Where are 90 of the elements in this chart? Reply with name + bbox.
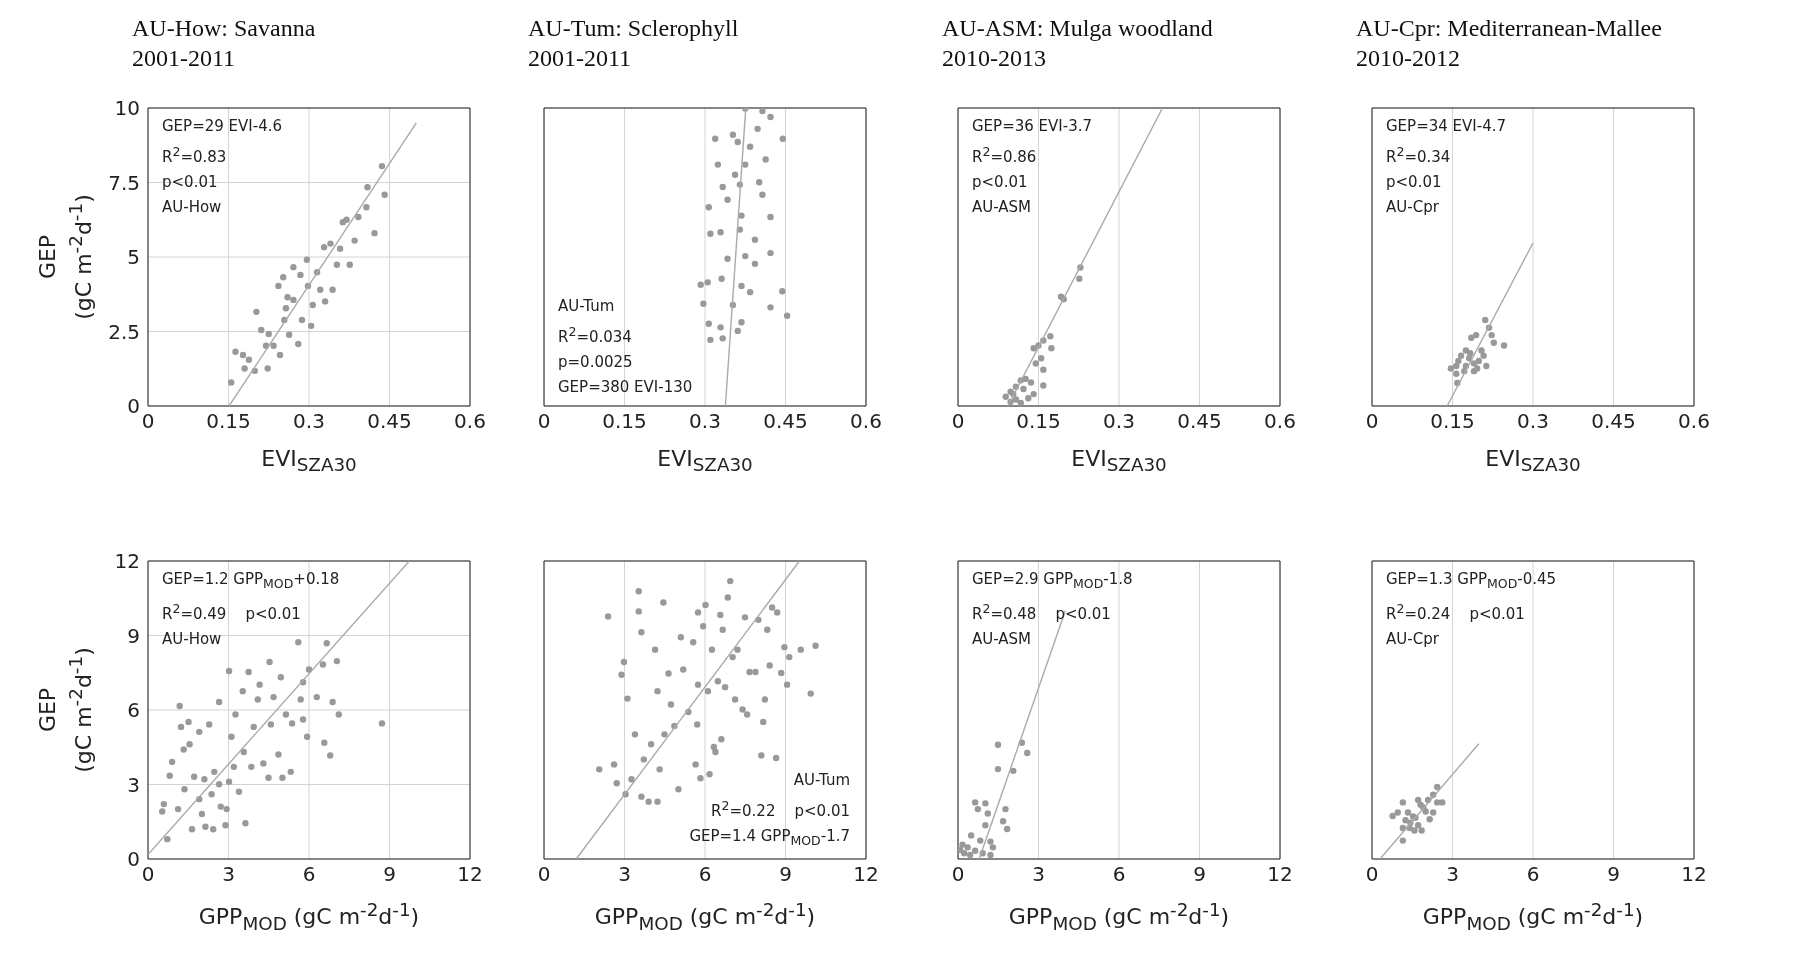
x-tick-label: 0.15 bbox=[1430, 409, 1475, 434]
annotation: p<0.01 bbox=[162, 172, 219, 193]
y-tick-label: 12 bbox=[114, 549, 140, 574]
y-tick-label: 9 bbox=[127, 623, 140, 648]
x-tick-label: 3 bbox=[1032, 862, 1045, 887]
chart-title: AU-Tum: Sclerophyll bbox=[528, 15, 739, 42]
annotation: R$^{2}$=0.22 p<0.01 bbox=[710, 797, 850, 822]
annotation: R$^{2}$=0.24 p<0.01 bbox=[1386, 600, 1526, 625]
annotation: R$^{2}$=0.034 bbox=[558, 323, 633, 348]
y-tick-label: 3 bbox=[127, 772, 140, 797]
annotation: GEP=1.4 GPP$_{MOD}$-1.7 bbox=[689, 826, 850, 850]
annotation: p<0.01 bbox=[972, 172, 1029, 193]
x-tick-label: 0 bbox=[951, 409, 965, 434]
x-tick-label: 9 bbox=[779, 862, 792, 887]
x-tick-label: 0.15 bbox=[206, 409, 251, 434]
chart-title: AU-ASM: Mulga woodland bbox=[942, 15, 1213, 42]
x-tick-label: 0.45 bbox=[1177, 409, 1222, 434]
annotation: p<0.01 bbox=[1386, 172, 1443, 193]
annotation: AU-ASM bbox=[972, 629, 1033, 650]
annotation: AU-Cpr bbox=[1386, 197, 1440, 218]
x-tick-label: 0.6 bbox=[850, 409, 882, 434]
x-tick-label: 9 bbox=[383, 862, 396, 887]
x-tick-label: 0 bbox=[1365, 862, 1379, 887]
x-tick-label: 0.6 bbox=[454, 409, 486, 434]
x-tick-label: 6 bbox=[1112, 862, 1126, 887]
x-tick-label: 3 bbox=[1446, 862, 1459, 887]
x-axis-title: GPP$_{MOD}$ (gC m$^{-2}$d$^{-1}$) bbox=[1421, 899, 1645, 934]
annotation: GEP=380 EVI-130 bbox=[558, 377, 693, 398]
x-tick-label: 6 bbox=[698, 862, 712, 887]
x-tick-label: 0.45 bbox=[1591, 409, 1636, 434]
x-tick-label: 0.15 bbox=[1016, 409, 1061, 434]
annotation: GEP=1.2 GPP$_{MOD}$+0.18 bbox=[162, 569, 340, 593]
x-tick-label: 6 bbox=[302, 862, 316, 887]
annotation: R$^{2}$=0.86 bbox=[972, 143, 1038, 168]
x-tick-label: 12 bbox=[1267, 862, 1293, 887]
y-tick-label: 10 bbox=[114, 96, 140, 121]
annotation: AU-Tum bbox=[558, 296, 616, 317]
x-tick-label: 0.45 bbox=[367, 409, 412, 434]
annotation: R$^{2}$=0.34 bbox=[1386, 143, 1452, 168]
annotation: AU-Cpr bbox=[1386, 629, 1440, 650]
annotation: R$^{2}$=0.83 bbox=[162, 143, 228, 168]
annotation: AU-ASM bbox=[972, 197, 1033, 218]
chart-subtitle: 2010-2012 bbox=[1356, 45, 1460, 72]
x-tick-label: 0 bbox=[537, 409, 551, 434]
annotation: p=0.0025 bbox=[558, 352, 634, 373]
y-tick-label: 7.5 bbox=[108, 170, 140, 195]
x-tick-label: 0.3 bbox=[689, 409, 721, 434]
chart-subtitle: 2001-2011 bbox=[132, 45, 236, 72]
annotation: R$^{2}$=0.48 p<0.01 bbox=[972, 600, 1112, 625]
annotation: R$^{2}$=0.49 p<0.01 bbox=[162, 600, 302, 625]
x-axis-title: EVI$_{SZA30}$ bbox=[260, 446, 358, 476]
x-axis-title: EVI$_{SZA30}$ bbox=[1484, 446, 1582, 476]
x-tick-label: 0.3 bbox=[1103, 409, 1135, 434]
x-tick-label: 9 bbox=[1193, 862, 1206, 887]
chart-subtitle: 2001-2011 bbox=[528, 45, 632, 72]
annotation: AU-Tum bbox=[792, 770, 850, 791]
x-tick-label: 0.6 bbox=[1678, 409, 1710, 434]
y-tick-label: 2.5 bbox=[108, 319, 140, 344]
x-axis-title: EVI$_{SZA30}$ bbox=[656, 446, 754, 476]
x-tick-label: 0.3 bbox=[1517, 409, 1549, 434]
annotation: GEP=36 EVI-3.7 bbox=[972, 116, 1092, 137]
x-axis-title: GPP$_{MOD}$ (gC m$^{-2}$d$^{-1}$) bbox=[1007, 899, 1231, 934]
annotation: AU-How bbox=[162, 197, 223, 218]
annotation: GEP=2.9 GPP$_{MOD}$-1.8 bbox=[972, 569, 1133, 593]
x-tick-label: 3 bbox=[618, 862, 631, 887]
x-tick-label: 3 bbox=[222, 862, 235, 887]
x-tick-label: 0 bbox=[951, 862, 965, 887]
chart-title: AU-How: Savanna bbox=[132, 15, 316, 42]
x-axis-title: EVI$_{SZA30}$ bbox=[1070, 446, 1168, 476]
x-tick-label: 0.6 bbox=[1264, 409, 1296, 434]
x-tick-label: 0 bbox=[537, 862, 551, 887]
x-axis-title: GPP$_{MOD}$ (gC m$^{-2}$d$^{-1}$) bbox=[593, 899, 817, 934]
annotation: GEP=29 EVI-4.6 bbox=[162, 116, 282, 137]
chart-title: AU-Cpr: Mediterranean-Mallee bbox=[1356, 15, 1662, 42]
x-tick-label: 0 bbox=[1365, 409, 1379, 434]
x-tick-label: 0.45 bbox=[763, 409, 808, 434]
x-tick-label: 0.3 bbox=[293, 409, 325, 434]
x-tick-label: 9 bbox=[1607, 862, 1620, 887]
x-tick-label: 12 bbox=[853, 862, 879, 887]
chart-subtitle: 2010-2013 bbox=[942, 45, 1046, 72]
annotation: GEP=34 EVI-4.7 bbox=[1386, 116, 1506, 137]
x-tick-label: 6 bbox=[1526, 862, 1540, 887]
x-tick-label: 12 bbox=[1681, 862, 1707, 887]
annotation: AU-How bbox=[162, 629, 223, 650]
y-tick-label: 6 bbox=[127, 698, 140, 723]
x-tick-label: 0.15 bbox=[602, 409, 647, 434]
x-axis-title: GPP$_{MOD}$ (gC m$^{-2}$d$^{-1}$) bbox=[197, 899, 421, 934]
y-tick-label: 5 bbox=[127, 245, 140, 270]
x-tick-label: 12 bbox=[457, 862, 483, 887]
annotation: GEP=1.3 GPP$_{MOD}$-0.45 bbox=[1386, 569, 1557, 593]
